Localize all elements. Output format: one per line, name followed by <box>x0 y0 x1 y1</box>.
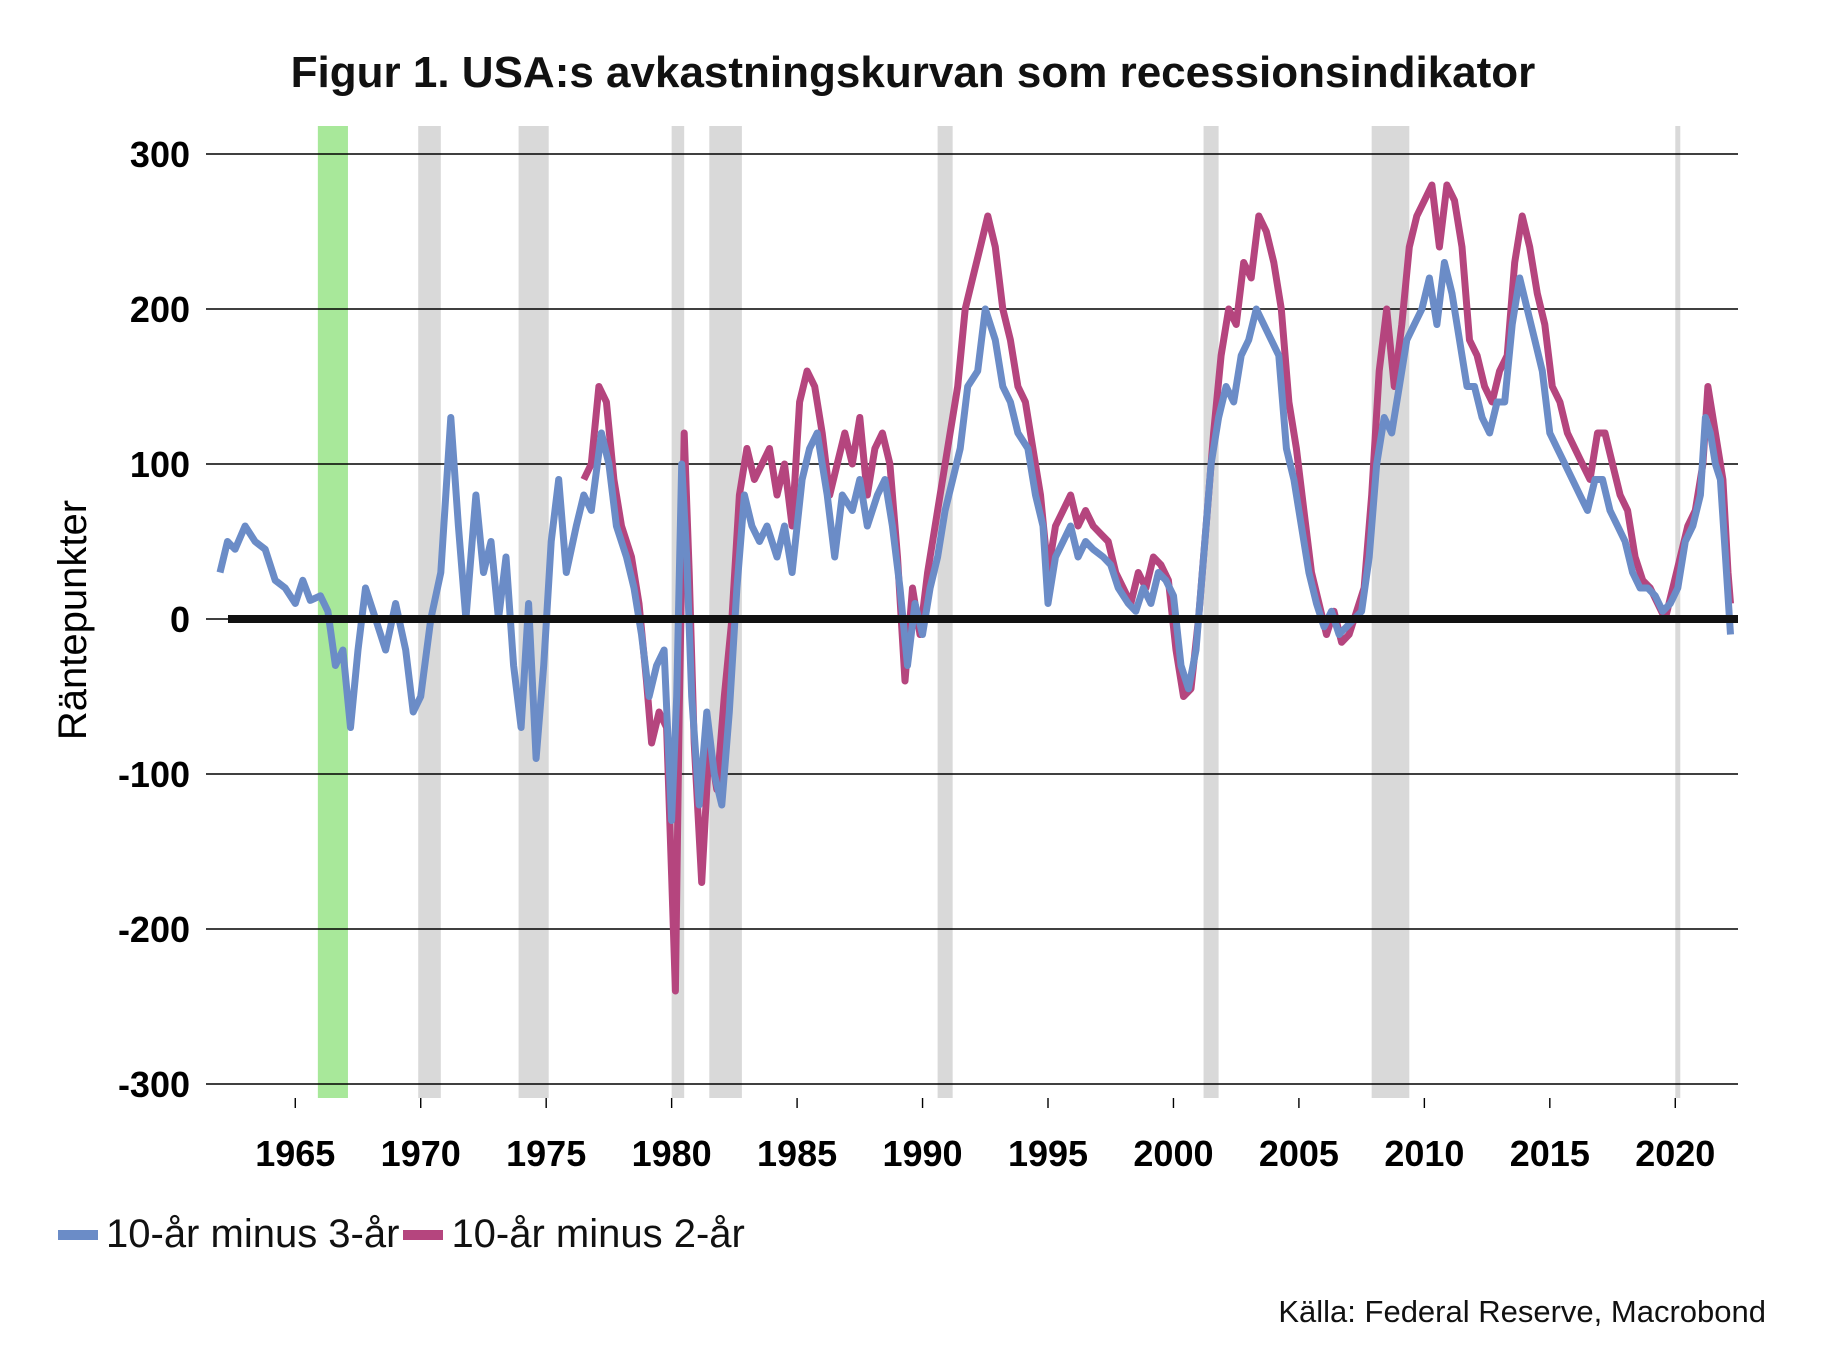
x-tick-label-2020: 2020 <box>1635 1133 1715 1174</box>
x-tick-label-1980: 1980 <box>632 1133 712 1174</box>
recession-band-5 <box>937 126 953 1098</box>
x-tick-label-1990: 1990 <box>882 1133 962 1174</box>
legend-label-series-2: 10-år minus 2-år <box>451 1212 745 1256</box>
recession-band-8 <box>1675 126 1681 1098</box>
x-tick-label-1970: 1970 <box>381 1133 461 1174</box>
legend: 10-år minus 3-år 10-år minus 2-år <box>58 1212 749 1257</box>
recession-bands <box>317 126 1681 1098</box>
series-line-2 <box>580 181 1734 995</box>
x-axis-ticks: 1965 1970 1975 1980 1985 1990 1995 2000 2005 2010… <box>255 1098 1715 1174</box>
y-tick-label--200: -200 <box>118 909 190 950</box>
chart-title: Figur 1. USA:s avkastningskurvan som rec… <box>290 48 1536 97</box>
x-tick-label-2010: 2010 <box>1384 1133 1464 1174</box>
legend-swatch-series-1 <box>58 1229 98 1240</box>
x-tick-label-1975: 1975 <box>506 1133 586 1174</box>
highlight-band <box>317 126 348 1098</box>
legend-swatch-series-2 <box>403 1229 444 1240</box>
legend-item-series-2: 10-år minus 2-år <box>403 1212 745 1257</box>
x-tick-label-1965: 1965 <box>255 1133 335 1174</box>
x-tick-label-2000: 2000 <box>1133 1133 1213 1174</box>
y-tick-label-200: 200 <box>130 289 190 330</box>
legend-label-series-1: 10-år minus 3-år <box>106 1212 400 1256</box>
y-axis-label: Räntepunkter <box>51 500 95 740</box>
gridlines <box>206 153 1738 1085</box>
y-tick-label--100: -100 <box>118 754 190 795</box>
series-line-1 <box>216 259 1734 824</box>
x-tick-label-2005: 2005 <box>1259 1133 1339 1174</box>
x-tick-label-1985: 1985 <box>757 1133 837 1174</box>
y-tick-label-0: 0 <box>170 599 190 640</box>
x-tick-label-1995: 1995 <box>1008 1133 1088 1174</box>
legend-item-series-1: 10-år minus 3-år <box>58 1212 399 1257</box>
y-tick-label-100: 100 <box>130 444 190 485</box>
recession-band-6 <box>1203 126 1219 1098</box>
series-lines <box>216 181 1734 995</box>
y-axis-ticks: 300 200 100 0 -100 -200 -300 <box>118 134 190 1105</box>
y-tick-label-300: 300 <box>130 134 190 175</box>
y-tick-label--300: -300 <box>118 1064 190 1105</box>
x-tick-label-2015: 2015 <box>1510 1133 1590 1174</box>
source-note: Källa: Federal Reserve, Macrobond <box>1278 1294 1766 1329</box>
